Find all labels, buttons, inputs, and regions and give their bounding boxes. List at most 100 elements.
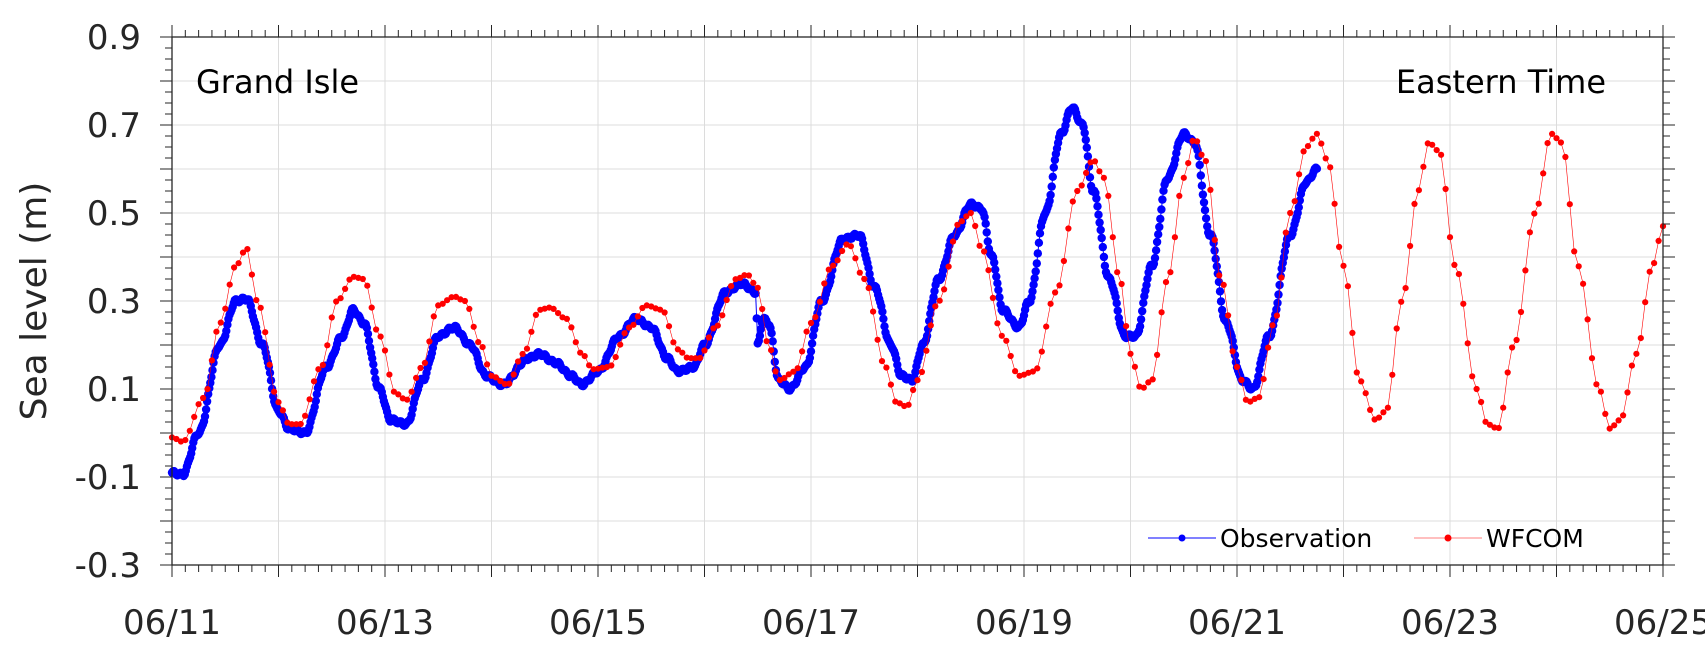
wfcom-point [1628, 362, 1635, 369]
observation-point [1139, 298, 1148, 308]
observation-point [200, 412, 210, 421]
wfcom-point [1202, 158, 1209, 165]
wfcom-point [657, 306, 664, 313]
wfcom-point [395, 391, 402, 398]
wfcom-point [1620, 412, 1627, 419]
observation-point [208, 366, 217, 375]
observation-point [1295, 196, 1305, 205]
wfcom-point [1362, 390, 1369, 397]
wfcom-point [1517, 308, 1525, 316]
wfcom-point [515, 358, 522, 365]
wfcom-point [728, 283, 735, 290]
wfcom-point [1584, 316, 1591, 323]
wfcom-point [1322, 155, 1329, 162]
wfcom-point [688, 355, 695, 362]
wfcom-point [1189, 137, 1196, 144]
wfcom-point [186, 427, 193, 434]
observation-point [1254, 372, 1263, 381]
x-tick-label: 06/19 [975, 603, 1073, 643]
wfcom-point [1185, 160, 1192, 167]
wfcom-point [1367, 406, 1374, 413]
wfcom-point [954, 221, 961, 228]
wfcom-point [1446, 234, 1454, 241]
wfcom-point [368, 304, 375, 311]
wfcom-point [905, 401, 912, 408]
wfcom-point [342, 285, 349, 292]
wfcom-point [1402, 285, 1409, 292]
wfcom-point [1482, 418, 1489, 425]
observation-point [1138, 306, 1147, 316]
wfcom-point [204, 386, 211, 393]
wfcom-point [191, 413, 198, 420]
observation-point [1030, 274, 1039, 283]
wfcom-point [1149, 376, 1156, 383]
wfcom-point [244, 246, 251, 253]
observation-point [878, 307, 887, 316]
wfcom-point [723, 296, 730, 304]
observation-point [1031, 267, 1040, 276]
wfcom-point [1566, 201, 1573, 208]
wfcom-point [266, 361, 273, 368]
y-tick-label: 0.7 [87, 106, 141, 146]
wfcom-point [195, 401, 202, 408]
observation-point [1294, 203, 1304, 212]
wfcom-point [1420, 163, 1427, 170]
observation-point [1274, 290, 1283, 299]
wfcom-point [976, 242, 983, 249]
observation-point [1049, 163, 1059, 172]
wfcom-point [697, 354, 704, 362]
wfcom-point [812, 314, 819, 321]
wfcom-point [1580, 280, 1587, 287]
wfcom-point [670, 339, 677, 346]
wfcom-point [1256, 394, 1263, 401]
wfcom-point [364, 282, 371, 289]
wfcom-point [470, 323, 477, 330]
wfcom-point [927, 322, 934, 329]
x-tick-label: 06/13 [336, 603, 434, 643]
observation-point [808, 331, 818, 340]
wfcom-point [377, 333, 384, 340]
wfcom-point [1455, 271, 1462, 278]
wfcom-point [1273, 312, 1280, 319]
wfcom-point [373, 326, 380, 333]
wfcom-point [1336, 243, 1343, 250]
wfcom-point [1091, 158, 1099, 165]
wfcom-point [248, 271, 255, 278]
observation-point [1273, 298, 1282, 308]
wfcom-point [444, 297, 451, 304]
observation-point [805, 353, 815, 362]
wfcom-point [1327, 164, 1334, 171]
wfcom-point [1358, 378, 1365, 385]
wfcom-point [674, 346, 682, 353]
observation-point [995, 293, 1004, 302]
wfcom-point [763, 338, 770, 345]
wfcom-point [1486, 421, 1493, 428]
wfcom-point [883, 364, 890, 371]
wfcom-point [426, 338, 433, 345]
wfcom-point [302, 412, 309, 419]
wfcom-point [461, 297, 468, 305]
wfcom-point [1478, 398, 1485, 406]
wfcom-point [1265, 344, 1272, 351]
observation-point [1152, 237, 1162, 247]
wfcom-point [630, 321, 637, 328]
wfcom-point [408, 388, 415, 395]
observation-point [990, 258, 999, 267]
observation-point [1159, 186, 1168, 195]
observation-point [1150, 253, 1160, 263]
observation-point [1280, 247, 1290, 256]
wfcom-point [1012, 368, 1019, 375]
wfcom-point [692, 355, 699, 362]
wfcom-point [1296, 171, 1303, 178]
wfcom-point [235, 260, 242, 267]
wfcom-point [1318, 140, 1325, 147]
wfcom-point [586, 362, 593, 369]
wfcom-point [1535, 200, 1542, 207]
observation-point [1215, 287, 1225, 296]
observation-point [755, 331, 765, 340]
observation-point [1203, 222, 1212, 231]
wfcom-point [333, 298, 340, 305]
wfcom-point [714, 322, 721, 329]
observation-point [1033, 249, 1043, 258]
